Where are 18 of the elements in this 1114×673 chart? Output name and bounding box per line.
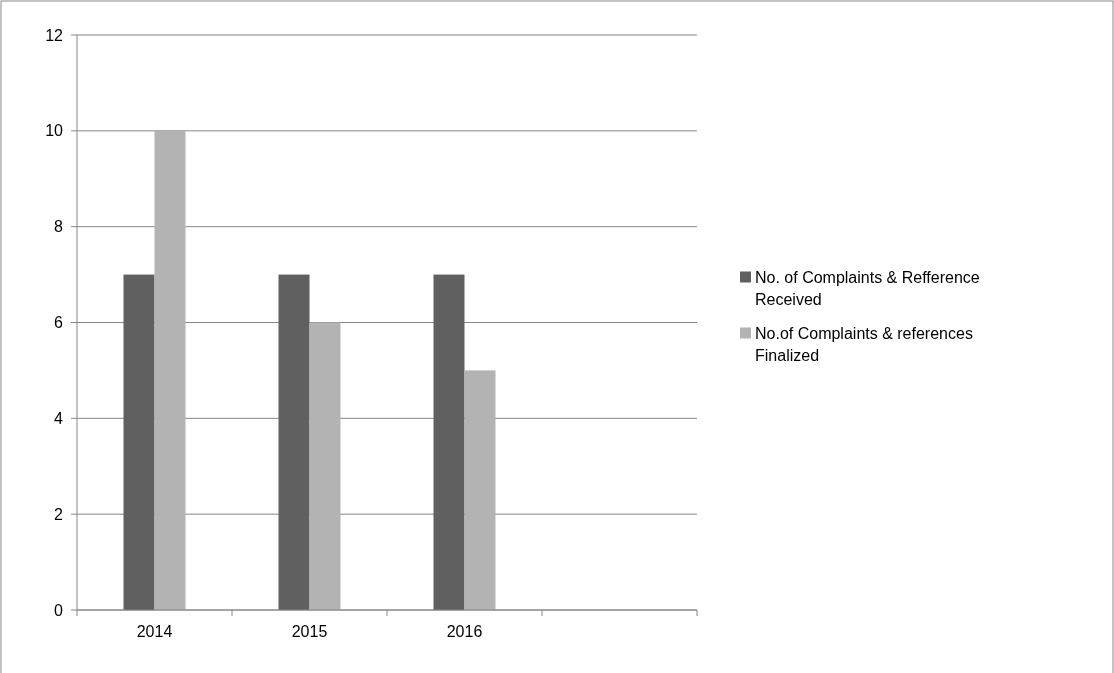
y-tick-label: 6 (54, 314, 64, 332)
x-tick-label: 2014 (136, 623, 173, 640)
y-tick-label: 2 (54, 505, 64, 523)
bar (433, 274, 465, 610)
x-tick-label: 2016 (446, 623, 483, 640)
x-tick-label: 2015 (291, 623, 328, 640)
bar (278, 274, 310, 610)
bar (464, 370, 496, 610)
y-tick-label: 8 (54, 218, 64, 236)
legend-label: No. of Complaints & Refference Received (755, 268, 980, 308)
legend-label: No.of Complaints & references Finalized (755, 324, 973, 364)
y-tick-label: 0 (54, 601, 64, 619)
bar (309, 322, 341, 610)
y-tick-label: 12 (45, 26, 64, 44)
y-tick-label: 4 (54, 409, 64, 427)
bar (154, 130, 186, 610)
bar (123, 274, 155, 610)
y-tick-label: 10 (45, 122, 64, 140)
